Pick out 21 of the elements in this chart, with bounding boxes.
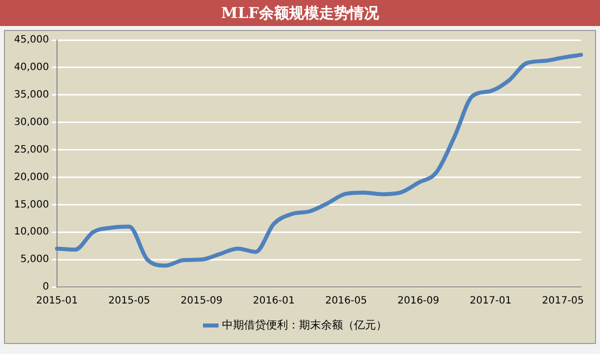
chart-title: MLF余额规模走势情况 <box>0 0 600 26</box>
y-tick-label: 0 <box>42 282 49 293</box>
y-tick-label: 45,000 <box>14 34 49 46</box>
x-tick-label: 2017-01 <box>470 296 512 307</box>
y-tick-label: 20,000 <box>14 172 49 183</box>
y-tick-label: 35,000 <box>14 89 49 100</box>
y-tick-label: 15,000 <box>14 199 49 210</box>
legend-label: 中期借贷便利：期末余额（亿元） <box>222 318 387 332</box>
x-tick-label: 2016-01 <box>252 296 295 307</box>
y-tick-label: 30,000 <box>14 116 49 128</box>
x-tick-label: 2016-05 <box>325 296 367 307</box>
y-tick-label: 10,000 <box>14 226 49 238</box>
line-series <box>54 52 583 268</box>
x-tick-label: 2015-09 <box>180 296 222 307</box>
x-tick-label: 2016-09 <box>397 296 440 307</box>
x-tick-label: 2015-05 <box>108 296 150 307</box>
y-tick-label: 5,000 <box>20 254 49 266</box>
x-tick-label: 2017-05 <box>542 296 584 307</box>
x-tick-label: 2015-01 <box>36 296 78 307</box>
y-tick-label: 25,000 <box>14 144 49 156</box>
y-tick-label: 40,000 <box>14 62 49 74</box>
